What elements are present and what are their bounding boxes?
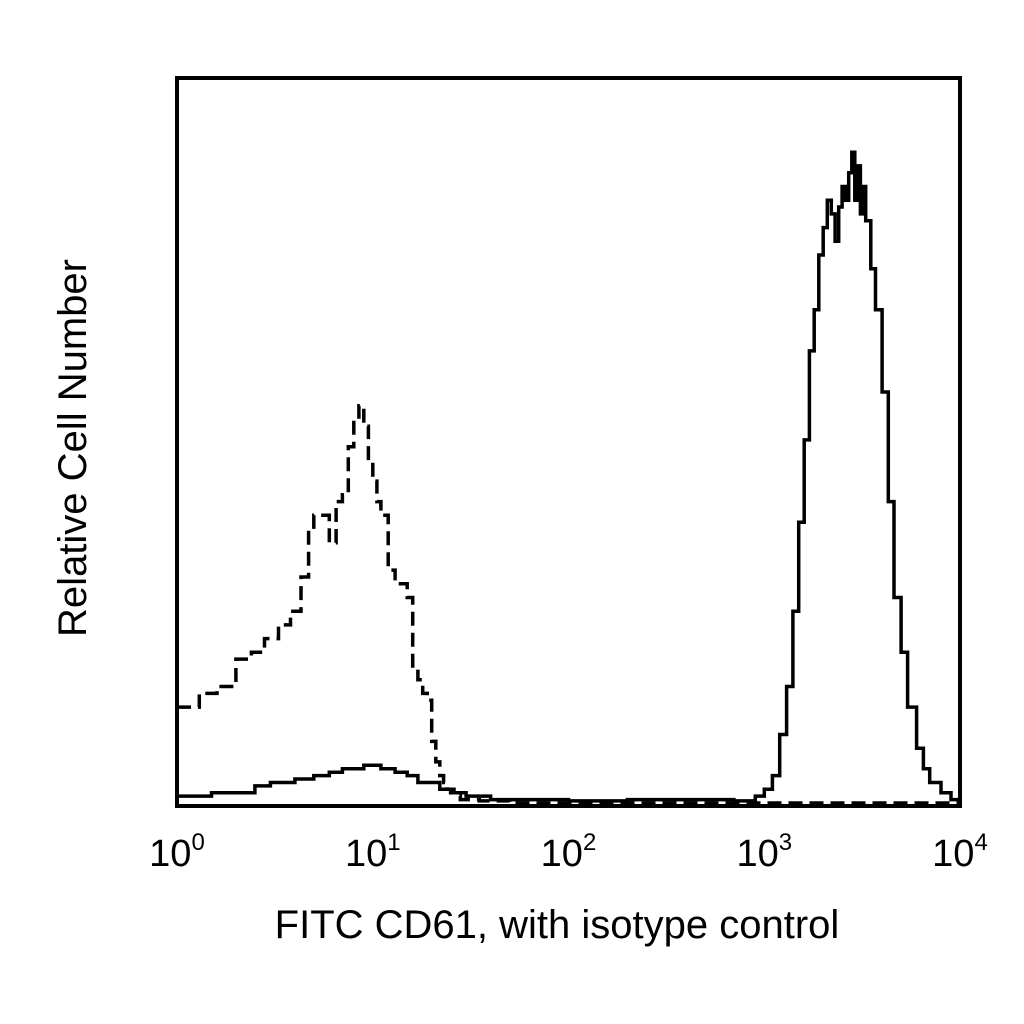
x-tick-base: 10 bbox=[932, 833, 974, 875]
x-tick-label: 100 bbox=[149, 829, 205, 875]
x-tick-label: 101 bbox=[345, 829, 401, 875]
x-tick-exponent: 2 bbox=[583, 829, 596, 856]
x-tick-labels: 100 101 102 103 104 bbox=[149, 829, 988, 875]
plot-frame bbox=[175, 76, 962, 808]
x-tick-exponent: 0 bbox=[191, 829, 204, 856]
x-tick-label: 102 bbox=[541, 829, 597, 875]
x-tick-label: 103 bbox=[736, 829, 792, 875]
x-tick-label: 104 bbox=[932, 829, 988, 875]
cd61-histogram bbox=[177, 150, 962, 803]
series-layer bbox=[177, 150, 962, 805]
x-tick-base: 10 bbox=[149, 833, 191, 875]
x-tick-base: 10 bbox=[541, 833, 583, 875]
x-axis-title: FITC CD61, with isotype control bbox=[275, 903, 840, 947]
isotype-control-histogram bbox=[177, 403, 960, 805]
x-tick-exponent: 1 bbox=[387, 829, 400, 856]
y-axis-title: Relative Cell Number bbox=[51, 259, 95, 637]
x-tick-base: 10 bbox=[736, 833, 778, 875]
x-tick-exponent: 3 bbox=[779, 829, 792, 856]
x-tick-exponent: 4 bbox=[974, 829, 987, 856]
x-tick-base: 10 bbox=[345, 833, 387, 875]
